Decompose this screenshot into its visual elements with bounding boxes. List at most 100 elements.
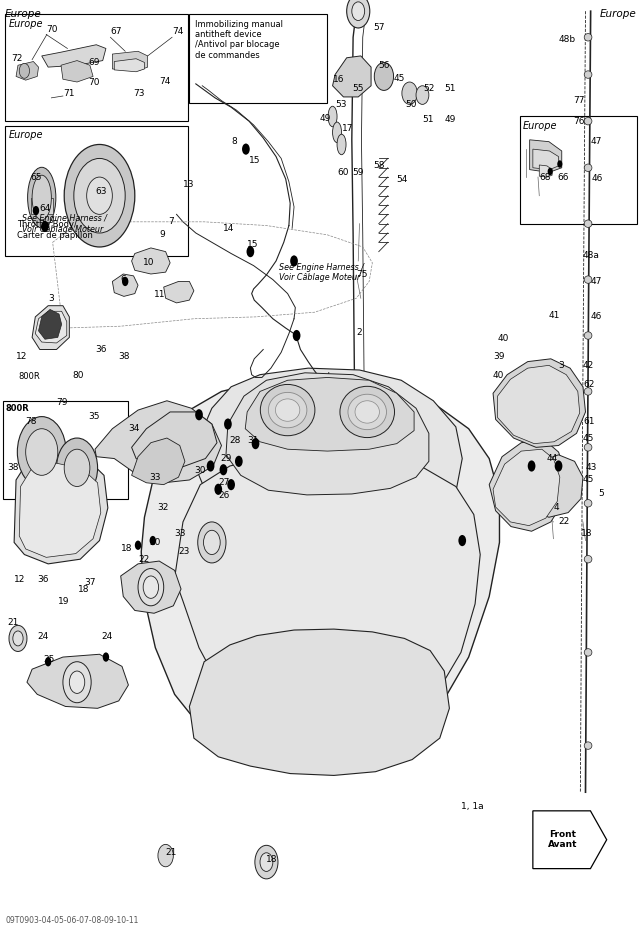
Ellipse shape — [584, 71, 592, 78]
Polygon shape — [226, 373, 429, 495]
Circle shape — [26, 429, 58, 475]
Bar — [189, 14, 327, 103]
Ellipse shape — [584, 500, 592, 507]
Text: 18: 18 — [78, 584, 90, 594]
Circle shape — [255, 845, 278, 879]
Polygon shape — [493, 359, 586, 447]
Polygon shape — [333, 56, 371, 97]
Text: Europe: Europe — [600, 9, 637, 20]
Ellipse shape — [275, 399, 300, 421]
Polygon shape — [175, 457, 480, 741]
Circle shape — [204, 530, 220, 555]
Text: 32: 32 — [157, 503, 169, 513]
Circle shape — [122, 277, 128, 286]
Text: 53: 53 — [336, 100, 347, 109]
Text: 24: 24 — [37, 632, 49, 641]
Text: 69: 69 — [89, 58, 100, 67]
Text: 70: 70 — [89, 77, 100, 87]
Text: 45: 45 — [583, 433, 594, 443]
Text: 33: 33 — [149, 473, 160, 482]
Text: 3: 3 — [559, 361, 564, 370]
Polygon shape — [530, 140, 562, 172]
Text: 58: 58 — [374, 161, 385, 171]
Text: 36: 36 — [95, 345, 107, 354]
Text: 10: 10 — [143, 258, 154, 267]
Text: 4: 4 — [553, 503, 559, 513]
Text: 23: 23 — [178, 547, 190, 556]
Text: 30: 30 — [195, 466, 206, 475]
Text: 67: 67 — [110, 27, 122, 36]
Bar — [5, 126, 188, 256]
Text: 19: 19 — [58, 596, 69, 606]
Circle shape — [69, 671, 85, 693]
Text: 49: 49 — [320, 114, 331, 123]
Circle shape — [260, 853, 273, 871]
Text: 45: 45 — [394, 74, 405, 83]
Text: 61: 61 — [583, 417, 594, 426]
Text: 36: 36 — [37, 575, 49, 584]
Text: 40: 40 — [493, 371, 505, 380]
Text: 1, 1a: 1, 1a — [461, 802, 483, 811]
Circle shape — [347, 0, 370, 28]
Text: 80: 80 — [72, 371, 83, 380]
Text: 18: 18 — [581, 528, 593, 538]
Circle shape — [252, 438, 259, 449]
Text: 37: 37 — [85, 578, 96, 587]
Polygon shape — [141, 380, 499, 764]
Text: 25: 25 — [44, 655, 55, 665]
Ellipse shape — [584, 332, 592, 339]
Ellipse shape — [584, 164, 592, 171]
Text: 28: 28 — [230, 436, 241, 445]
Text: 70: 70 — [46, 25, 58, 34]
Text: Throttle Body/
Carter de papillon: Throttle Body/ Carter de papillon — [17, 220, 92, 240]
Text: 29: 29 — [220, 454, 232, 463]
Circle shape — [214, 484, 222, 495]
Circle shape — [198, 522, 226, 563]
Text: See Engine Harness /
Voir Câblage Moteur: See Engine Harness / Voir Câblage Moteur — [22, 214, 107, 234]
Circle shape — [74, 158, 125, 233]
Polygon shape — [112, 51, 148, 71]
Polygon shape — [132, 412, 217, 468]
Circle shape — [45, 657, 51, 666]
Text: Europe: Europe — [5, 9, 42, 20]
Polygon shape — [35, 311, 67, 343]
Ellipse shape — [584, 555, 592, 563]
Polygon shape — [114, 59, 144, 72]
Circle shape — [17, 417, 66, 487]
Circle shape — [207, 460, 214, 472]
Polygon shape — [14, 452, 108, 564]
Text: 12: 12 — [14, 575, 26, 584]
Text: 35: 35 — [89, 412, 100, 421]
Text: 42: 42 — [583, 361, 594, 370]
Polygon shape — [95, 401, 221, 483]
Polygon shape — [164, 281, 194, 303]
Text: 50: 50 — [406, 100, 417, 109]
Text: 74: 74 — [172, 27, 184, 36]
Text: 62: 62 — [583, 380, 594, 390]
Circle shape — [63, 662, 91, 703]
Text: 48b: 48b — [559, 34, 576, 44]
Circle shape — [242, 144, 250, 155]
Text: 56: 56 — [379, 61, 390, 70]
Circle shape — [56, 438, 98, 498]
Circle shape — [352, 2, 365, 21]
Circle shape — [402, 82, 417, 104]
Text: 09T0903-04-05-06-07-08-09-10-11: 09T0903-04-05-06-07-08-09-10-11 — [5, 915, 139, 925]
Circle shape — [416, 86, 429, 104]
Text: 34: 34 — [128, 424, 140, 433]
Text: 68: 68 — [539, 172, 551, 182]
Text: 31: 31 — [247, 436, 259, 445]
Circle shape — [227, 479, 235, 490]
Circle shape — [195, 409, 203, 420]
Ellipse shape — [584, 742, 592, 749]
Text: 71: 71 — [63, 89, 74, 98]
Polygon shape — [189, 629, 449, 775]
Text: 22: 22 — [138, 555, 150, 564]
Text: Europe: Europe — [8, 130, 43, 141]
Circle shape — [290, 255, 298, 267]
Circle shape — [555, 460, 562, 472]
Text: 20: 20 — [149, 538, 160, 547]
Text: 48a: 48a — [583, 251, 600, 260]
Polygon shape — [42, 45, 106, 67]
Polygon shape — [39, 309, 62, 339]
